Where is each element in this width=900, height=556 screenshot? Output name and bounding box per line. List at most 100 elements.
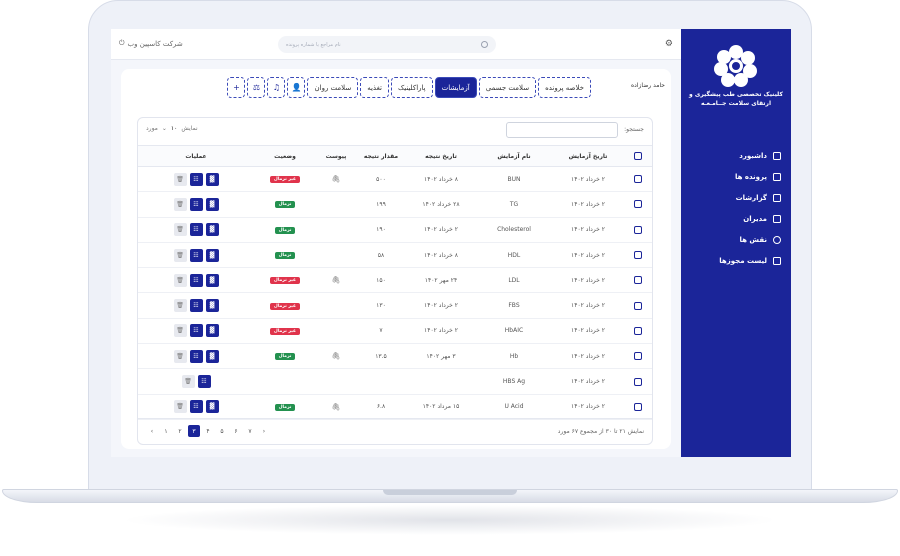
delete-icon[interactable]: 🗑: [173, 248, 187, 262]
delete-icon[interactable]: 🗑: [173, 223, 187, 237]
table-row: ۲ خرداد ۱۴۰۲ FBS ۲ خرداد ۱۴۰۲ ۱۳۰ غیر نرمال 🗑…: [138, 292, 652, 319]
paperclip-icon[interactable]: 🖇: [331, 276, 341, 285]
select-all-checkbox[interactable]: [634, 152, 642, 160]
page-button[interactable]: ۶: [234, 427, 238, 435]
delete-icon[interactable]: 🗑: [173, 273, 187, 287]
chart-icon: [773, 193, 781, 202]
gear-icon[interactable]: ⚙: [664, 39, 673, 49]
sidebar-item-dashboard[interactable]: داشبورد: [689, 145, 781, 166]
cell-test-name: BUN: [476, 166, 552, 193]
page-button[interactable]: ۳: [188, 425, 200, 437]
sidebar-item-permissions[interactable]: لیست مجوزها: [689, 250, 781, 271]
sidebar-item-managers[interactable]: مدیران: [689, 208, 781, 229]
cell-operations: 🗑 ☷ ▓: [138, 217, 254, 243]
status-badge: غیر نرمال: [269, 277, 301, 285]
patient-name: حامد رضازاده: [630, 82, 665, 89]
result-file-icon[interactable]: ☷: [189, 248, 203, 262]
row-checkbox[interactable]: [634, 276, 642, 285]
result-file-icon[interactable]: ☷: [189, 324, 203, 338]
add-button[interactable]: +: [227, 77, 246, 98]
page-button[interactable]: ۷: [248, 427, 252, 435]
row-checkbox[interactable]: [634, 326, 642, 335]
row-checkbox[interactable]: [634, 200, 642, 209]
cell-status: نرمال: [254, 191, 316, 218]
tab-mental-health[interactable]: سلامت روان: [307, 77, 359, 98]
delete-icon[interactable]: 🗑: [173, 172, 187, 186]
col-status[interactable]: وضعیت: [254, 145, 316, 167]
person-icon[interactable]: 👤: [287, 77, 306, 98]
delete-icon[interactable]: 🗑: [173, 324, 187, 338]
sidebar: کلینیک تخصصی طب پیشگیری و ارتقای سلامت ج…: [681, 29, 791, 457]
records-label: مورد: [146, 125, 158, 132]
page-size-select[interactable]: نمایش ۱۰ ⌄ مورد: [146, 125, 198, 132]
company-link[interactable]: شرکت کاسپین وب ⏻: [119, 39, 183, 48]
sidebar-item-records[interactable]: پرونده ها: [689, 166, 781, 187]
row-checkbox[interactable]: [634, 352, 642, 361]
result-file-icon[interactable]: ☷: [197, 375, 211, 389]
result-file-icon[interactable]: ☷: [189, 349, 203, 363]
cell-result-value: ۷: [356, 318, 406, 345]
page-button[interactable]: ۲: [178, 427, 182, 435]
tab-nutrition[interactable]: تغذیه: [360, 77, 389, 98]
page-button[interactable]: ۵: [220, 427, 224, 435]
result-file-icon[interactable]: ☷: [189, 299, 203, 313]
cell-result-value: ۱۳۰: [356, 292, 406, 319]
cell-test-name: LDL: [476, 267, 552, 294]
row-checkbox[interactable]: [634, 225, 642, 234]
chart-icon[interactable]: ▓: [205, 248, 219, 262]
chart-icon[interactable]: ▓: [205, 273, 219, 287]
select-all-header: [624, 145, 652, 167]
col-attachment[interactable]: پیوست: [316, 145, 356, 167]
paperclip-icon[interactable]: 🖇: [331, 402, 341, 411]
col-result-value[interactable]: مقدار نتیجه: [356, 145, 406, 167]
chevron-left-icon[interactable]: ‹: [150, 427, 154, 435]
paperclip-icon[interactable]: 🖇: [331, 352, 341, 361]
bell-icon[interactable]: ♫: [267, 77, 286, 98]
global-search-input[interactable]: نام مراجع یا شماره پرونده: [278, 36, 496, 53]
row-checkbox[interactable]: [634, 301, 642, 310]
delete-icon[interactable]: 🗑: [173, 299, 187, 313]
chart-icon[interactable]: ▓: [205, 223, 219, 237]
table-search-input[interactable]: [506, 122, 618, 138]
result-file-icon[interactable]: ☷: [189, 172, 203, 186]
cell-result-value: ۱۹۰: [356, 217, 406, 243]
chart-icon[interactable]: ▓: [205, 349, 219, 363]
chevron-right-icon[interactable]: ›: [262, 427, 266, 435]
row-checkbox[interactable]: [634, 251, 642, 260]
result-file-icon[interactable]: ☷: [189, 223, 203, 237]
delete-icon[interactable]: 🗑: [173, 197, 187, 211]
delete-icon[interactable]: 🗑: [181, 375, 195, 389]
tab-physical-health[interactable]: سلامت جسمی: [478, 77, 537, 98]
row-checkbox[interactable]: [634, 402, 642, 411]
table-row: ۲ خرداد ۱۴۰۲ LDL ۲۴ مهر ۱۴۰۲ ۱۵۰ 🖇 غیر نرمال 🗑…: [138, 267, 652, 294]
col-result-date[interactable]: تاریخ نتیجه: [406, 145, 476, 167]
cell-status: غیر نرمال: [254, 267, 316, 294]
power-icon[interactable]: ⏻: [119, 39, 125, 47]
chart-icon[interactable]: ▓: [205, 299, 219, 313]
chart-icon[interactable]: ▓: [205, 197, 219, 211]
chart-icon[interactable]: ▓: [205, 172, 219, 186]
cell-result-date: ۲۴ مهر ۱۴۰۲: [406, 267, 476, 294]
chart-icon[interactable]: ▓: [205, 324, 219, 338]
col-test-date[interactable]: تاریخ آزمایش: [552, 145, 624, 167]
sidebar-item-reports[interactable]: گزارشات: [689, 187, 781, 208]
row-checkbox[interactable]: [634, 377, 642, 386]
page-button[interactable]: ۴: [206, 427, 210, 435]
tab-paraclinic[interactable]: پاراکلینیک: [390, 77, 433, 98]
row-checkbox[interactable]: [634, 175, 642, 184]
result-file-icon[interactable]: ☷: [189, 400, 203, 414]
paperclip-icon[interactable]: 🖇: [331, 175, 341, 184]
cell-test-name: TG: [476, 191, 552, 218]
tab-tests[interactable]: آزمایشات: [434, 77, 477, 98]
scale-icon[interactable]: ⚖: [247, 77, 266, 98]
page-button[interactable]: ۱: [164, 427, 168, 435]
delete-icon[interactable]: 🗑: [173, 400, 187, 414]
chart-icon[interactable]: ▓: [205, 400, 219, 414]
result-file-icon[interactable]: ☷: [189, 273, 203, 287]
sidebar-item-roles[interactable]: نقش ها: [689, 229, 781, 250]
col-test-name[interactable]: نام آزمایش: [476, 145, 552, 167]
result-file-icon[interactable]: ☷: [189, 197, 203, 211]
tab-summary[interactable]: خلاصه پرونده: [538, 77, 591, 98]
delete-icon[interactable]: 🗑: [173, 349, 187, 363]
